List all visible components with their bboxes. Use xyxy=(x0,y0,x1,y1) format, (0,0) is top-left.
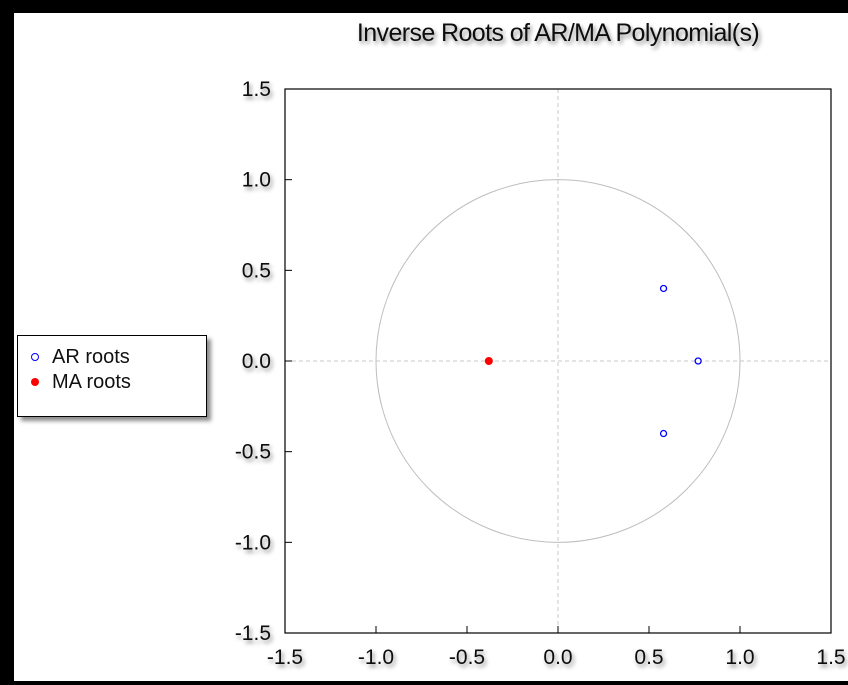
x-tick-label-6: 1.5 xyxy=(816,646,845,669)
x-tick-label-4: 0.5 xyxy=(634,646,663,669)
y-tick-label-4: -0.5 xyxy=(235,441,271,464)
legend-item-ar: AR roots xyxy=(18,345,130,369)
roots-chart: Inverse Roots of AR/MA Polynomial(s) -1.… xyxy=(235,19,846,669)
y-tick-label-1: 1.0 xyxy=(242,169,271,192)
legend-label-ma: MA roots xyxy=(52,370,131,393)
chart-title: Inverse Roots of AR/MA Polynomial(s) xyxy=(357,19,759,47)
legend: AR roots MA roots xyxy=(17,335,207,417)
x-tick-label-3: 0.0 xyxy=(543,646,572,669)
x-tick-label-5: 1.0 xyxy=(725,646,754,669)
ma-root-point-0 xyxy=(484,357,493,365)
y-tick-label-2: 0.5 xyxy=(242,259,271,282)
ar-root-point-2 xyxy=(659,429,668,438)
x-tick-label-2: -0.5 xyxy=(449,646,485,669)
ar-root-point-0 xyxy=(659,284,668,293)
legend-label-ar: AR roots xyxy=(52,345,130,368)
x-tick-label-0: -1.5 xyxy=(267,646,303,669)
chart-panel: Inverse Roots of AR/MA Polynomial(s) -1.… xyxy=(14,13,848,681)
open-circle-marker-icon xyxy=(31,353,39,361)
ar-root-point-1 xyxy=(694,357,702,365)
filled-circle-marker-icon xyxy=(31,378,39,386)
y-tick-label-5: -1.0 xyxy=(235,531,271,554)
y-tick-label-0: 1.5 xyxy=(242,78,271,101)
y-tick-label-6: -1.5 xyxy=(235,622,271,645)
legend-item-ma: MA roots xyxy=(18,370,131,394)
x-tick-label-1: -1.0 xyxy=(358,646,394,669)
y-tick-label-3: 0.0 xyxy=(242,350,271,373)
